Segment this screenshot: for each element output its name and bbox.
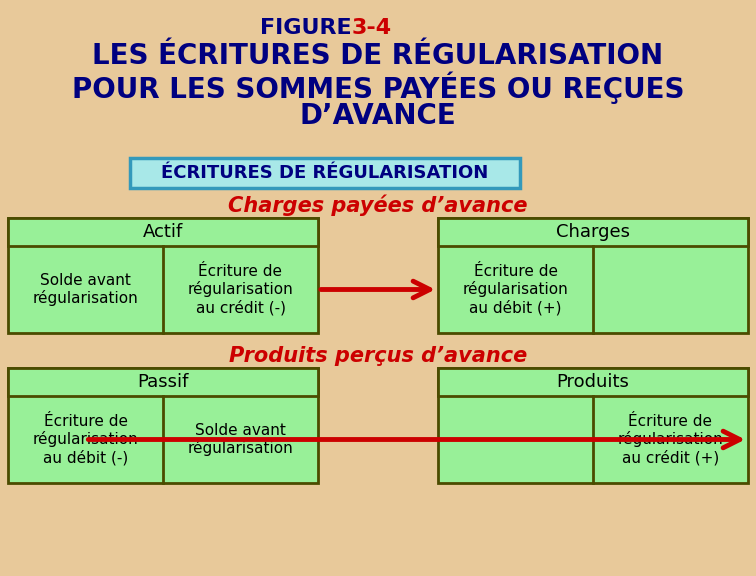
Text: Solde avant
régularisation: Solde avant régularisation xyxy=(187,423,293,456)
Bar xyxy=(438,368,748,396)
Bar xyxy=(130,158,520,188)
Bar xyxy=(8,218,318,246)
Text: ÉCRITURES DE RÉGULARISATION: ÉCRITURES DE RÉGULARISATION xyxy=(161,164,488,182)
Text: D’AVANCE: D’AVANCE xyxy=(299,102,457,130)
Text: Produits perçus d’avance: Produits perçus d’avance xyxy=(229,346,527,366)
Text: Écriture de
régularisation
au crédit (-): Écriture de régularisation au crédit (-) xyxy=(187,264,293,315)
Text: Solde avant
régularisation: Solde avant régularisation xyxy=(33,272,138,306)
Bar xyxy=(8,218,318,333)
Bar xyxy=(438,368,748,483)
Text: Charges: Charges xyxy=(556,223,630,241)
Text: Écriture de
régularisation
au débit (+): Écriture de régularisation au débit (+) xyxy=(463,264,569,315)
Text: Passif: Passif xyxy=(138,373,189,391)
Text: Écriture de
régularisation
au crédit (+): Écriture de régularisation au crédit (+) xyxy=(618,414,723,465)
Bar xyxy=(8,368,318,396)
Text: Actif: Actif xyxy=(143,223,183,241)
Bar xyxy=(8,368,318,483)
Text: Écriture de
régularisation
au débit (-): Écriture de régularisation au débit (-) xyxy=(33,414,138,465)
Bar xyxy=(438,218,748,333)
Text: 3-4: 3-4 xyxy=(352,18,392,38)
Text: POUR LES SOMMES PAYÉES OU REÇUES: POUR LES SOMMES PAYÉES OU REÇUES xyxy=(72,72,684,104)
Text: FIGURE: FIGURE xyxy=(260,18,360,38)
Bar xyxy=(438,218,748,246)
Text: Produits: Produits xyxy=(556,373,630,391)
Text: LES ÉCRITURES DE RÉGULARISATION: LES ÉCRITURES DE RÉGULARISATION xyxy=(92,42,664,70)
Text: Charges payées d’avance: Charges payées d’avance xyxy=(228,194,528,215)
